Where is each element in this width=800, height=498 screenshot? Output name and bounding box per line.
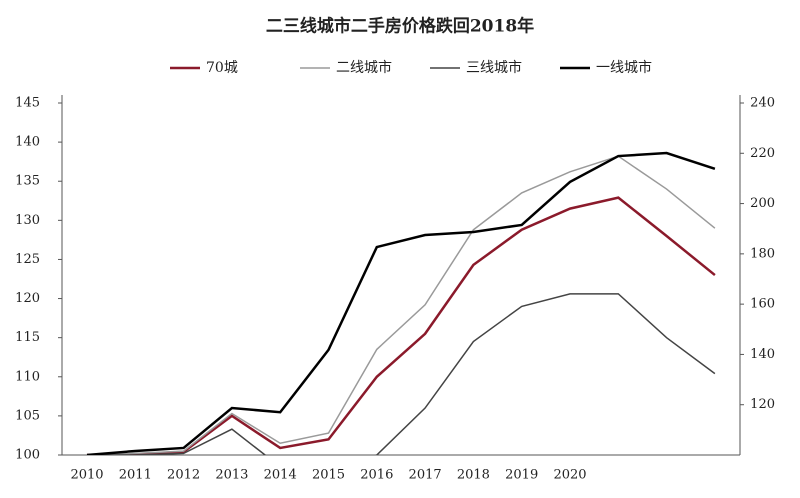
y-tick-label: 110 bbox=[15, 369, 40, 384]
x-tick-label: 2014 bbox=[264, 468, 297, 483]
x-tick-label: 2010 bbox=[70, 468, 103, 483]
x-tick-label: 2013 bbox=[215, 468, 248, 483]
y2-tick-label: 220 bbox=[750, 146, 775, 161]
x-tick-label: 2011 bbox=[119, 468, 152, 483]
legend-label: 三线城市 bbox=[466, 59, 522, 76]
y-tick-label: 145 bbox=[15, 96, 40, 111]
legend-label: 二线城市 bbox=[336, 59, 392, 76]
y2-tick-label: 180 bbox=[750, 246, 775, 261]
y-tick-label: 125 bbox=[15, 252, 40, 267]
series-line bbox=[86, 155, 716, 455]
y2-tick-label: 120 bbox=[750, 397, 775, 412]
x-tick-label: 2019 bbox=[505, 468, 538, 483]
y-tick-label: 115 bbox=[15, 330, 40, 345]
y-tick-label: 135 bbox=[15, 174, 40, 189]
plot-area bbox=[86, 151, 716, 455]
legend-label: 一线城市 bbox=[596, 59, 652, 76]
chart-title: 二三线城市二手房价格跌回2018年 bbox=[266, 16, 534, 37]
legend-label: 70城 bbox=[206, 60, 238, 76]
x-tick-label: 2015 bbox=[312, 468, 345, 483]
y-tick-label: 105 bbox=[15, 408, 40, 423]
series-line bbox=[86, 196, 716, 455]
y2-tick-label: 160 bbox=[750, 297, 775, 312]
y2-tick-label: 200 bbox=[750, 196, 775, 211]
y-tick-label: 140 bbox=[15, 135, 40, 150]
x-tick-label: 2018 bbox=[457, 468, 490, 483]
y-tick-label: 120 bbox=[15, 291, 40, 306]
x-tick-label: 2020 bbox=[553, 468, 586, 483]
x-tick-label: 2012 bbox=[167, 468, 200, 483]
series-line bbox=[86, 151, 716, 455]
x-tick-label: 2017 bbox=[409, 468, 442, 483]
y-tick-label: 100 bbox=[15, 448, 40, 463]
y2-tick-label: 140 bbox=[750, 347, 775, 362]
x-tick-label: 2016 bbox=[360, 468, 393, 483]
y2-tick-label: 240 bbox=[750, 96, 775, 111]
y-tick-label: 130 bbox=[15, 213, 40, 228]
series-line bbox=[87, 293, 716, 455]
